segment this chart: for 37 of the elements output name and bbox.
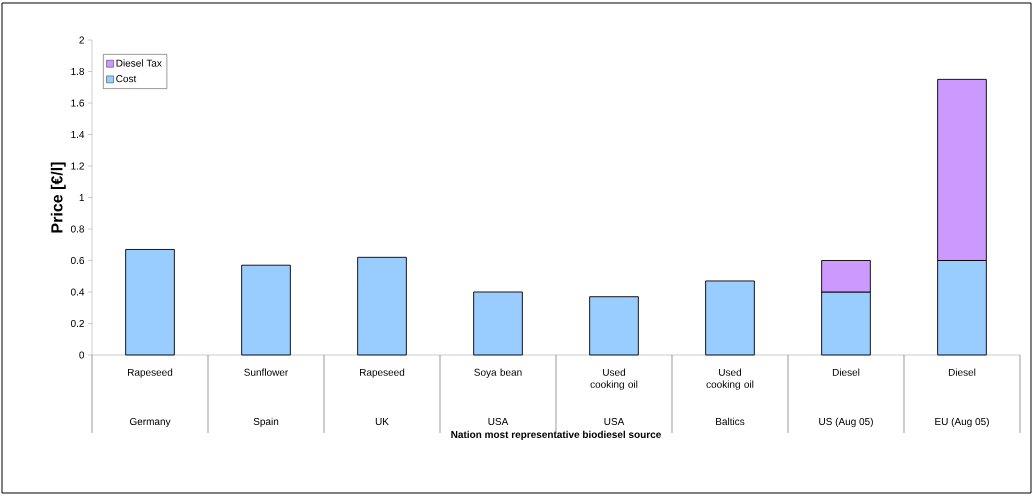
y-tick-label: 0.6 <box>70 256 85 265</box>
text: USA <box>488 418 509 426</box>
x-axis-title: Nation most representative biodiesel source <box>451 430 661 441</box>
bar <box>241 264 291 356</box>
bar <box>125 249 175 356</box>
y-tick-label: 0.2 <box>70 319 84 328</box>
x-tick-label: Soya bean <box>474 368 522 378</box>
bar <box>473 291 523 356</box>
y-tick-label: 0.4 <box>70 288 85 296</box>
bar <box>589 296 639 356</box>
x-tick-label: Rapeseed <box>360 368 405 378</box>
y-tick-label: 0 <box>79 351 85 359</box>
text: US (Aug 05) <box>819 417 873 428</box>
x-tick-label: Diesel <box>832 368 860 376</box>
y-tick-label: 1.6 <box>71 99 85 107</box>
x-tick-label: Used cooking oil <box>706 368 754 390</box>
y-tick-label: 0.8 <box>70 225 85 233</box>
x-tick-label: Diesel <box>948 368 976 376</box>
text: Spain <box>253 417 279 428</box>
text: EU (Aug 05) <box>935 417 989 428</box>
y-tick-label: 1.2 <box>71 162 84 170</box>
legend-label: Diesel Tax <box>116 59 162 67</box>
bar <box>705 280 755 356</box>
bar <box>357 256 407 356</box>
text: UK <box>375 418 389 426</box>
text: Baltics <box>716 417 745 426</box>
text: Germany <box>129 418 171 428</box>
x-tick-label: Rapeseed <box>128 368 173 378</box>
y-tick-label: 1 <box>79 194 84 201</box>
x-tick-label: Used cooking oil <box>590 368 638 390</box>
y-tick-label: 2 <box>79 36 84 44</box>
y-tick-label: 1.4 <box>71 131 85 138</box>
y-tick-label: 1.8 <box>71 67 85 76</box>
text: USA <box>604 418 625 426</box>
x-tick-label: Sunflower <box>244 368 289 376</box>
legend-label: Cost <box>116 75 137 83</box>
y-axis-title: Price [€/l] <box>50 162 66 233</box>
